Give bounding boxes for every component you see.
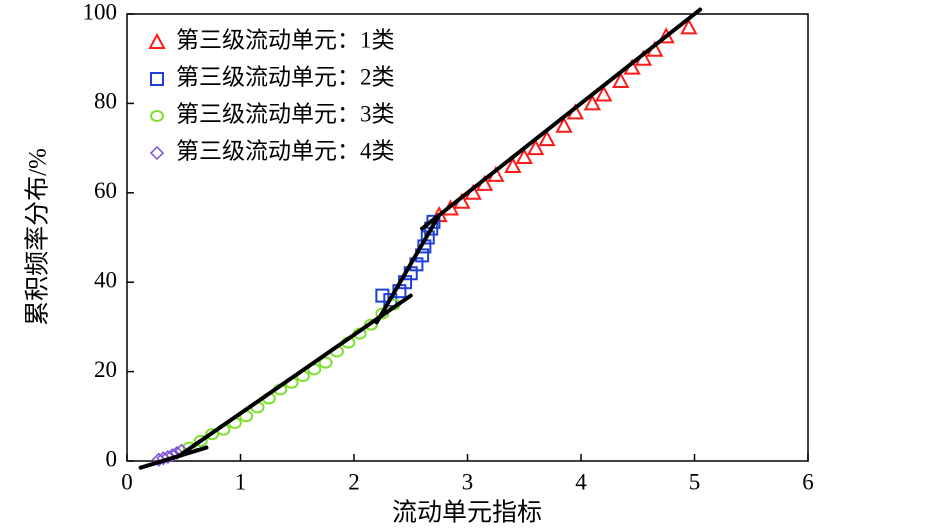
triangle-marker: [555, 116, 573, 133]
legend-label: 第三级流动单元：2类: [176, 64, 395, 89]
trend-line: [138, 445, 209, 470]
diamond-marker: [149, 145, 165, 161]
legend-label: 第三级流动单元：1类: [176, 27, 395, 52]
y-tick-label: 60: [94, 178, 117, 203]
trend-line: [420, 7, 703, 231]
trend-line: [374, 213, 442, 325]
y-tick-label: 20: [94, 357, 117, 382]
legend-label: 第三级流动单元：4类: [176, 138, 395, 163]
triangle-marker: [504, 156, 522, 173]
triangle-marker: [595, 85, 613, 102]
diamond-marker: [169, 445, 185, 461]
square-marker: [375, 288, 390, 303]
circle-marker: [193, 434, 208, 447]
y-tick-label: 0: [106, 446, 118, 471]
square-marker: [150, 72, 164, 86]
legend-label: 第三级流动单元：3类: [176, 101, 395, 126]
x-tick-label: 6: [802, 469, 814, 494]
x-axis-label: 流动单元指标: [392, 499, 542, 527]
circle-marker: [364, 318, 379, 331]
x-tick-label: 4: [575, 469, 587, 494]
triangle-marker: [148, 32, 166, 49]
diamond-marker: [165, 448, 180, 463]
triangle-marker: [538, 130, 556, 147]
x-tick-label: 3: [462, 469, 474, 494]
x-tick-label: 2: [348, 469, 360, 494]
trend-line: [176, 293, 413, 459]
y-axis-label: 累积频率分布/%: [24, 148, 52, 326]
triangle-marker: [583, 94, 602, 111]
y-tick-label: 80: [94, 89, 117, 114]
x-tick-label: 1: [235, 469, 247, 494]
x-tick-label: 0: [121, 469, 133, 494]
circle-marker: [318, 356, 333, 369]
triangle-marker: [515, 147, 533, 165]
y-tick-label: 40: [94, 267, 117, 292]
x-tick-label: 5: [689, 469, 701, 494]
circle-marker: [205, 428, 220, 441]
diamond-marker: [160, 449, 175, 465]
y-tick-label: 100: [83, 0, 118, 24]
triangle-marker: [680, 18, 698, 35]
triangle-marker: [526, 138, 545, 156]
triangle-marker: [612, 71, 630, 89]
circle-marker: [150, 110, 164, 122]
